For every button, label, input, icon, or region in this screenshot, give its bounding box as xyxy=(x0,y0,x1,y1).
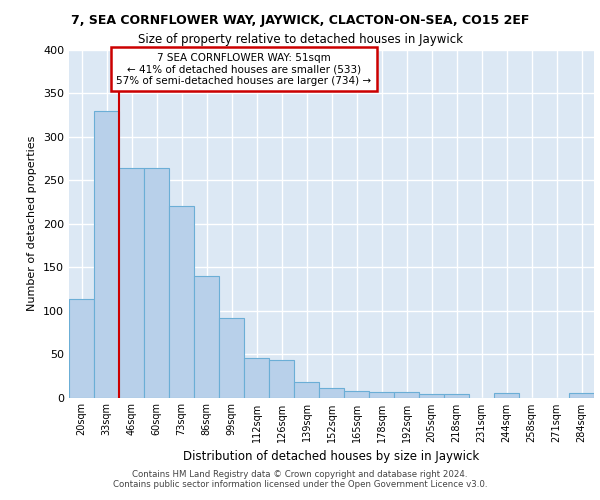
Bar xyxy=(319,388,344,398)
X-axis label: Distribution of detached houses by size in Jaywick: Distribution of detached houses by size … xyxy=(184,450,479,463)
Text: 7, SEA CORNFLOWER WAY, JAYWICK, CLACTON-ON-SEA, CO15 2EF: 7, SEA CORNFLOWER WAY, JAYWICK, CLACTON-… xyxy=(71,14,529,27)
Text: Contains HM Land Registry data © Crown copyright and database right 2024.
Contai: Contains HM Land Registry data © Crown c… xyxy=(113,470,487,489)
Bar xyxy=(419,394,444,398)
Y-axis label: Number of detached properties: Number of detached properties xyxy=(28,136,37,312)
Bar xyxy=(169,206,194,398)
Bar xyxy=(144,168,169,398)
Bar xyxy=(369,392,394,398)
Bar xyxy=(569,393,594,398)
Bar xyxy=(194,276,219,398)
Bar xyxy=(219,318,244,398)
Bar xyxy=(269,360,294,398)
Bar xyxy=(444,394,469,398)
Bar xyxy=(394,392,419,398)
Text: 7 SEA CORNFLOWER WAY: 51sqm
← 41% of detached houses are smaller (533)
57% of se: 7 SEA CORNFLOWER WAY: 51sqm ← 41% of det… xyxy=(116,52,371,86)
Bar xyxy=(294,382,319,398)
Bar xyxy=(69,300,94,398)
Bar xyxy=(244,358,269,398)
Bar xyxy=(344,392,369,398)
Text: Size of property relative to detached houses in Jaywick: Size of property relative to detached ho… xyxy=(137,33,463,46)
Bar xyxy=(494,393,519,398)
Bar xyxy=(119,168,144,398)
Bar xyxy=(94,111,119,398)
